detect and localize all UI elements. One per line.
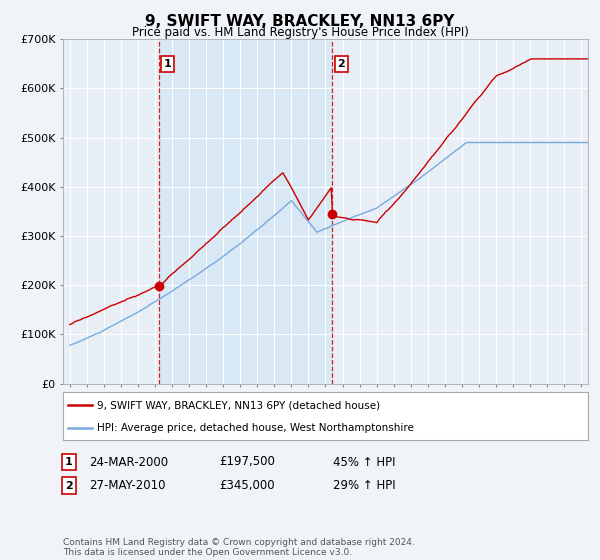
Text: 1: 1 — [164, 59, 172, 69]
Text: 2: 2 — [338, 59, 346, 69]
Text: HPI: Average price, detached house, West Northamptonshire: HPI: Average price, detached house, West… — [97, 423, 414, 433]
Text: Contains HM Land Registry data © Crown copyright and database right 2024.
This d: Contains HM Land Registry data © Crown c… — [63, 538, 415, 557]
Text: 29% ↑ HPI: 29% ↑ HPI — [333, 479, 395, 492]
Text: 9, SWIFT WAY, BRACKLEY, NN13 6PY (detached house): 9, SWIFT WAY, BRACKLEY, NN13 6PY (detach… — [97, 400, 380, 410]
Text: 9, SWIFT WAY, BRACKLEY, NN13 6PY: 9, SWIFT WAY, BRACKLEY, NN13 6PY — [145, 14, 455, 29]
Text: 27-MAY-2010: 27-MAY-2010 — [89, 479, 166, 492]
Text: Price paid vs. HM Land Registry's House Price Index (HPI): Price paid vs. HM Land Registry's House … — [131, 26, 469, 39]
Text: 45% ↑ HPI: 45% ↑ HPI — [333, 455, 395, 469]
Text: 24-MAR-2000: 24-MAR-2000 — [89, 455, 168, 469]
Text: £345,000: £345,000 — [219, 479, 275, 492]
Text: 2: 2 — [65, 480, 73, 491]
Text: £197,500: £197,500 — [219, 455, 275, 469]
Text: 1: 1 — [65, 457, 73, 467]
Bar — [159, 39, 332, 384]
